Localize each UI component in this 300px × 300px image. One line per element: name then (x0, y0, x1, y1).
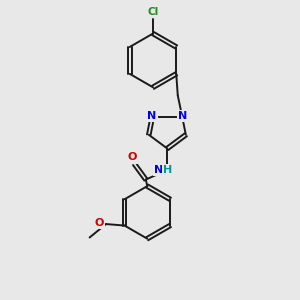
Text: Cl: Cl (147, 7, 159, 17)
Text: O: O (128, 152, 137, 163)
Text: N: N (178, 111, 188, 121)
Text: N: N (154, 165, 164, 175)
Text: N: N (147, 111, 156, 121)
Text: O: O (95, 218, 104, 228)
Text: H: H (163, 165, 172, 175)
